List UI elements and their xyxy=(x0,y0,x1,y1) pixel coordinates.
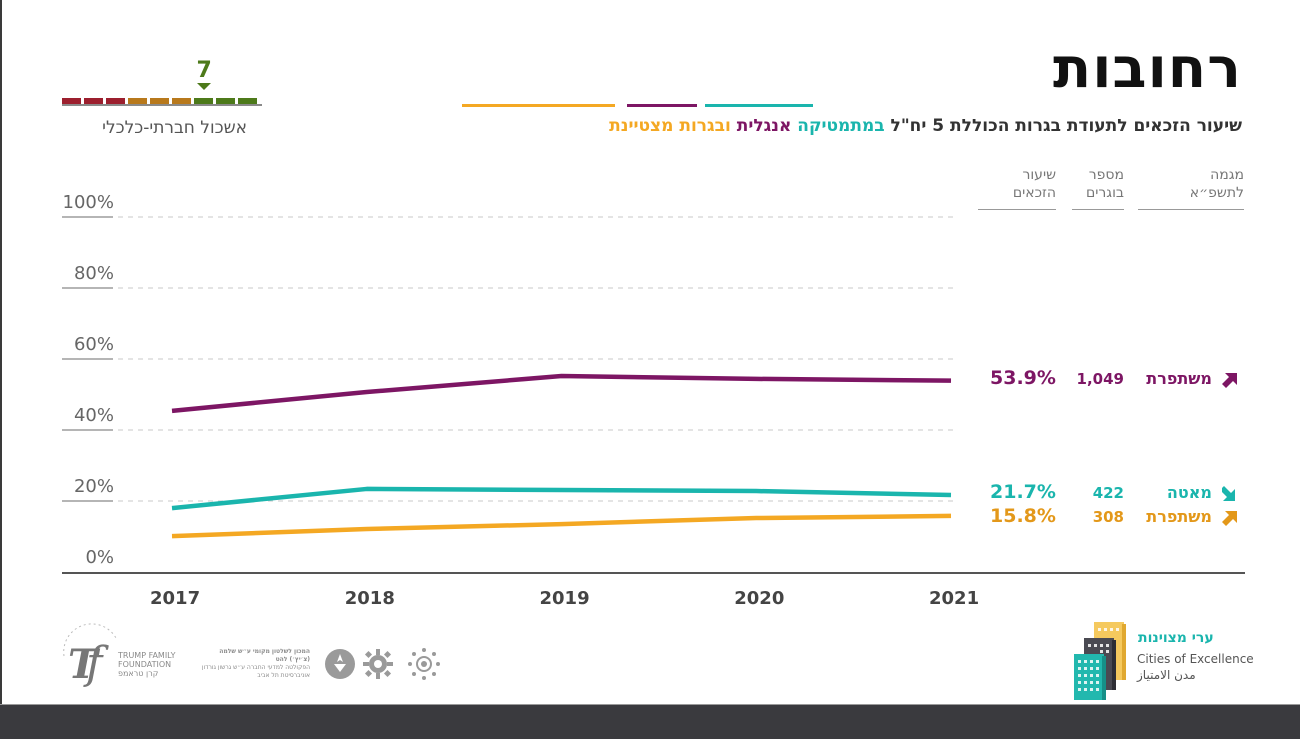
legend-line-math xyxy=(705,104,813,107)
subtitle-excellence: ובגרות מצטיינת xyxy=(609,116,731,136)
cluster-scale xyxy=(62,98,257,104)
cluster-segment xyxy=(128,98,147,104)
legend-line-excellence xyxy=(462,104,615,107)
header-count: מספר בוגרים xyxy=(1072,166,1124,210)
cluster-segment xyxy=(238,98,257,104)
row-count: 422 xyxy=(1092,484,1124,502)
cluster-value: 7 xyxy=(196,58,212,83)
svg-text:f: f xyxy=(83,638,109,689)
trump-family-foundation-text: TRUMP FAMILY FOUNDATION קרן טראמפ xyxy=(118,651,175,678)
header-count-line2: בוגרים xyxy=(1085,185,1124,201)
header-count-line1: מספר xyxy=(1088,167,1124,183)
city-title: רחובות xyxy=(1052,36,1242,101)
x-tick-label: 2017 xyxy=(150,588,201,609)
tau-line2: הפקולטה למדעי החברה ע״ש גרשון גורדון xyxy=(201,664,310,671)
tau-institute-text: המכון לשלטון מקומי ע״ש שלמה (צ׳יץ׳) להט … xyxy=(198,648,310,680)
tau-line3: אוניברסיטת תל אביב xyxy=(257,672,310,679)
y-tick-label: 40% xyxy=(73,405,114,426)
cluster-segment xyxy=(150,98,169,104)
chart-subtitle: שיעור הזכאים לתעודת בגרות הכוללת 5 יח"ל … xyxy=(609,116,1242,136)
tf-line2: FOUNDATION xyxy=(118,660,172,669)
slide-left-border xyxy=(0,0,2,705)
header-rate: שיעור הזכאים xyxy=(978,166,1056,210)
svg-text:T: T xyxy=(68,641,101,688)
slide-bottom-bar xyxy=(0,705,1300,739)
header-rate-line2: הזכאים xyxy=(1012,185,1056,201)
cluster-segment xyxy=(172,98,191,104)
y-tick-label: 80% xyxy=(73,263,114,284)
coe-arabic-name: مدن الامتياز xyxy=(1137,668,1196,682)
subtitle-english: אנגלית xyxy=(736,116,792,136)
row-count: 308 xyxy=(1092,508,1124,526)
x-tick-label: 2020 xyxy=(734,588,785,609)
cluster-segment xyxy=(216,98,235,104)
header-trend-line2: לתשפ״א xyxy=(1189,185,1244,201)
header-trend: מגמה לתשפ״א xyxy=(1138,166,1244,210)
cluster-segment xyxy=(194,98,213,104)
x-tick-label: 2019 xyxy=(539,588,590,609)
tf-line1: TRUMP FAMILY xyxy=(118,651,176,660)
legend-line-english xyxy=(627,104,697,107)
x-tick-label: 2021 xyxy=(929,588,980,609)
row-trend-label: מאטה xyxy=(1166,483,1212,502)
header-rate-underline xyxy=(978,208,1056,210)
row-trend-label: משתפרת xyxy=(1146,369,1212,388)
y-tick-label: 0% xyxy=(85,547,114,568)
cities-of-excellence-logo xyxy=(1074,622,1126,700)
x-tick-label: 2018 xyxy=(344,588,395,609)
trend-up-arrow-icon xyxy=(1222,373,1237,388)
slide-bottom-highlight xyxy=(0,704,1300,705)
trend-down-arrow-icon xyxy=(1222,486,1235,501)
tau-line1: המכון לשלטון מקומי ע״ש שלמה (צ׳יץ׳) להט xyxy=(219,648,310,663)
header-count-underline xyxy=(1072,208,1124,210)
tau-logos xyxy=(325,648,440,680)
cluster-baseline xyxy=(62,104,262,106)
snowflake-emblem-icon xyxy=(363,649,393,679)
coe-hebrew-name: ערי מצוינות xyxy=(1138,630,1214,646)
cluster-pointer-icon xyxy=(196,83,211,90)
series-line-excellence xyxy=(171,513,952,539)
subtitle-math: במתמטיקה xyxy=(797,116,885,136)
trend-up-arrow-icon xyxy=(1222,511,1237,526)
row-rate: 15.8% xyxy=(990,505,1056,527)
cluster-segment xyxy=(84,98,103,104)
header-rate-line1: שיעור xyxy=(1022,167,1056,183)
row-rate: 21.7% xyxy=(990,481,1056,503)
coe-english-name: Cities of Excellence xyxy=(1137,652,1254,666)
row-count: 1,049 xyxy=(1076,370,1124,388)
header-trend-line1: מגמה xyxy=(1210,167,1244,183)
row-trend-label: משתפרת xyxy=(1146,507,1212,526)
tf-line3: קרן טראמפ xyxy=(118,669,159,678)
y-tick-label: 20% xyxy=(73,476,114,497)
y-tick-label: 100% xyxy=(62,192,114,213)
series-line-math xyxy=(171,486,952,511)
row-rate: 53.9% xyxy=(990,367,1056,389)
y-tick-label: 60% xyxy=(73,334,114,355)
subtitle-prefix: שיעור הזכאים לתעודת בגרות הכוללת 5 יח"ל xyxy=(884,116,1242,136)
cluster-segment xyxy=(106,98,125,104)
trump-family-foundation-logo: T f xyxy=(63,623,117,689)
cluster-label: אשכול חברתי-כלכלי xyxy=(102,118,247,138)
series-line-english xyxy=(171,373,952,414)
header-trend-underline xyxy=(1138,208,1244,210)
cluster-segment xyxy=(62,98,81,104)
sun-emblem-icon xyxy=(408,648,440,680)
